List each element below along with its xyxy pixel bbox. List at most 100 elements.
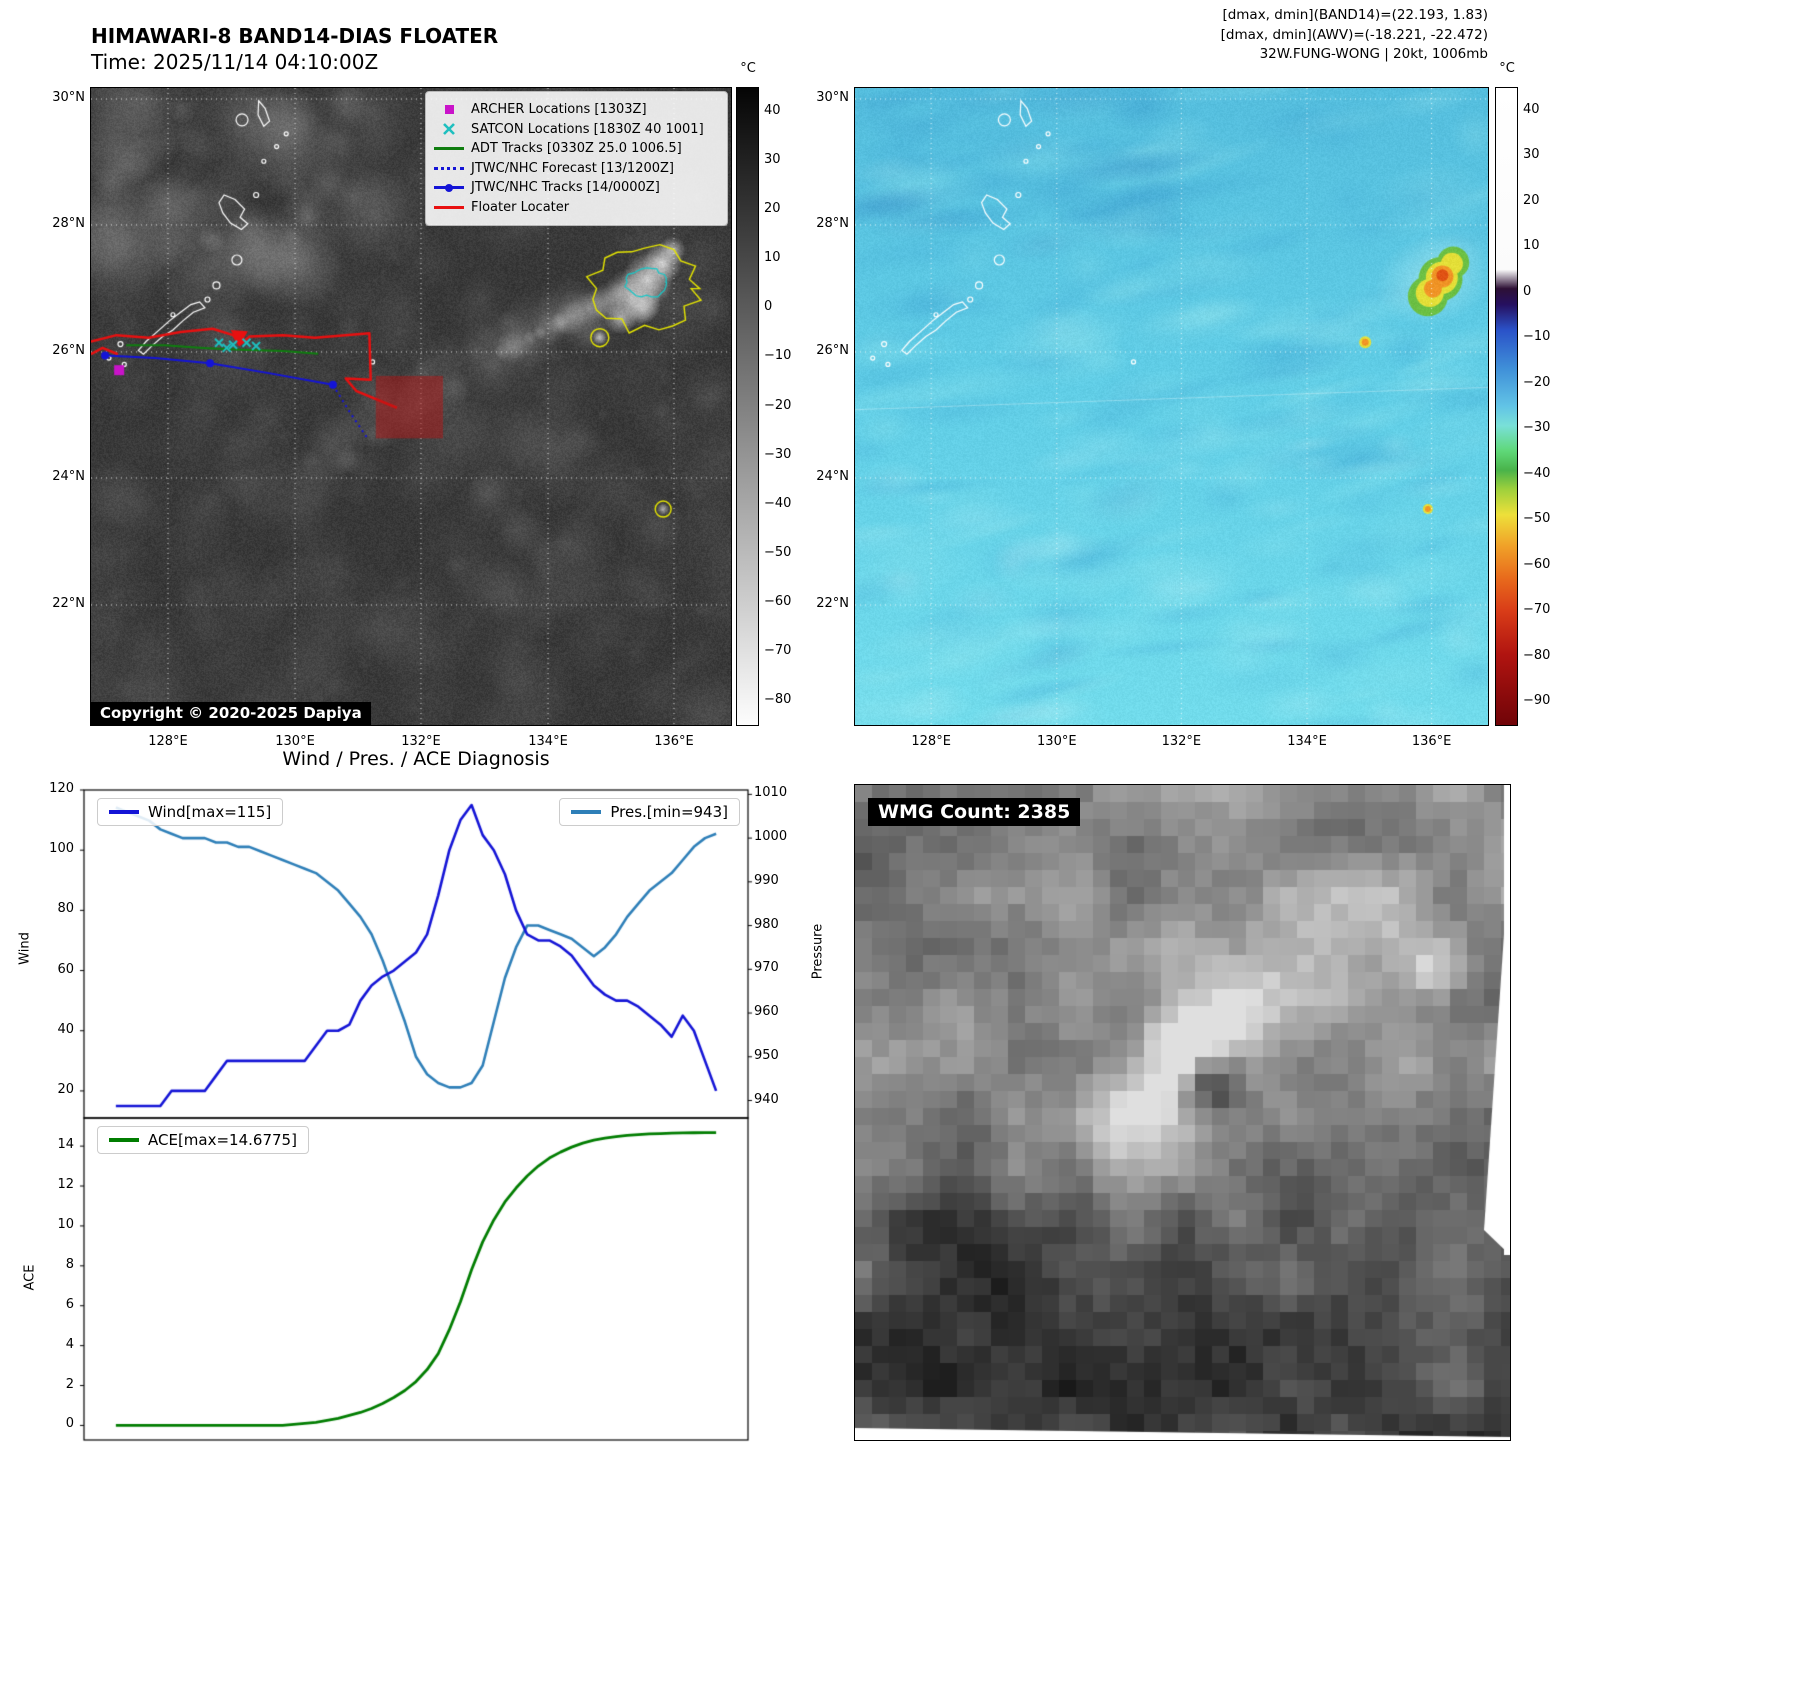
band14-colorbar-tick-label: 30	[764, 152, 781, 168]
band14-colorbar-tick-label: 10	[764, 250, 781, 266]
band14-colorbar-tick-label: −80	[764, 691, 792, 707]
wmg-count-label: WMG Count: 2385	[868, 798, 1081, 826]
lon-tick-label: 136°E	[654, 734, 694, 749]
wind-line-sample-icon	[109, 810, 139, 814]
pressure-ytick-label: 960	[754, 1004, 779, 1020]
wind-ytick-label: 100	[49, 841, 74, 857]
adt-legend-item: ADT Tracks [0330Z 25.0 1006.5]	[434, 139, 719, 159]
lat-tick-label: 28°N	[816, 215, 849, 231]
pressure-ytick-label: 990	[754, 872, 779, 888]
jtwc-track-legend-item: JTWC/NHC Tracks [14/0000Z]	[434, 178, 719, 198]
awv-colorbar-tick-label: −50	[1523, 511, 1551, 527]
ace-ytick-label: 2	[65, 1376, 74, 1392]
ace-ytick-label: 6	[65, 1296, 74, 1312]
forecast-legend-label: JTWC/NHC Forecast [13/1200Z]	[471, 160, 674, 176]
band14-colorbar-unit: °C	[740, 61, 756, 76]
pres-line-sample-icon	[571, 810, 602, 814]
wind-ytick-label: 60	[57, 961, 74, 977]
awv-colorbar-tick-label: −90	[1523, 693, 1551, 709]
jtwc-track-line-icon	[434, 181, 464, 195]
lat-tick-label: 24°N	[816, 468, 849, 484]
awv-colorbar-tick-label: −60	[1523, 556, 1551, 572]
forecast-dotted-line-icon	[434, 161, 464, 175]
band14-colorbar-tick-label: −50	[764, 544, 792, 560]
awv-colorbar	[1495, 87, 1518, 726]
ace-axis-label: ACE	[22, 1264, 38, 1291]
lat-tick-label: 30°N	[816, 90, 849, 106]
lon-tick-label: 132°E	[401, 734, 441, 749]
archer-legend-item: ARCHER Locations [1303Z]	[434, 100, 719, 120]
awv-map	[854, 87, 1489, 726]
wind-legend-label: Wind[max=115]	[148, 803, 272, 821]
pressure-ytick-label: 940	[754, 1091, 779, 1107]
ace-ytick-label: 12	[57, 1177, 74, 1193]
band14-map: ARCHER Locations [1303Z] SATCON Location…	[90, 87, 732, 726]
pressure-ytick-label: 1000	[754, 829, 788, 845]
lat-tick-label: 30°N	[52, 90, 85, 106]
awv-colorbar-tick-label: 20	[1523, 192, 1540, 208]
band14-colorbar-tick-label: −60	[764, 593, 792, 609]
ace-chart-canvas	[76, 1110, 756, 1448]
floater-line-icon	[434, 200, 464, 214]
satcon-legend-label: SATCON Locations [1830Z 40 1001]	[471, 121, 704, 137]
floater-legend-item: Floater Locater	[434, 198, 719, 218]
floater-legend-label: Floater Locater	[471, 199, 570, 215]
ace-legend: ACE[max=14.6775]	[97, 1126, 309, 1154]
wind-ytick-label: 40	[57, 1021, 74, 1037]
awv-colorbar-tick-label: −20	[1523, 374, 1551, 390]
jtwc-track-legend-label: JTWC/NHC Tracks [14/0000Z]	[471, 180, 660, 195]
band14-colorbar-tick-label: 0	[764, 299, 773, 315]
lon-tick-label: 136°E	[1411, 734, 1452, 749]
diagnosis-title: Wind / Pres. / ACE Diagnosis	[282, 748, 550, 770]
pres-legend-label: Pres.[min=943]	[610, 803, 728, 821]
band14-colorbar-tick-label: −40	[764, 495, 792, 511]
archer-square-icon	[434, 103, 464, 117]
wind-ytick-label: 80	[57, 901, 74, 917]
band14-colorbar-tick-label: 40	[764, 103, 781, 119]
band14-time-label: Time: 2025/11/14 04:10:00Z	[91, 50, 379, 74]
awv-header: [dmax, dmin](BAND14)=(22.193, 1.83) [dma…	[900, 6, 1488, 65]
awv-colorbar-tick-label: 10	[1523, 238, 1540, 254]
pressure-ytick-label: 980	[754, 916, 779, 932]
wind-ytick-label: 20	[57, 1081, 74, 1097]
awv-colorbar-tick-label: −30	[1523, 420, 1551, 436]
wmg-image-canvas	[855, 785, 1510, 1440]
lon-tick-label: 134°E	[1287, 734, 1327, 749]
lat-tick-label: 24°N	[52, 468, 85, 484]
wind-ytick-label: 120	[49, 781, 74, 796]
band14-colorbar-tick-label: −20	[764, 397, 792, 413]
awv-colorbar-tick-label: 0	[1523, 283, 1532, 299]
band14-colorbar-tick-label: −30	[764, 446, 792, 462]
awv-colorbar-tick-label: −80	[1523, 647, 1551, 663]
ace-ytick-label: 4	[65, 1336, 74, 1352]
lon-tick-label: 128°E	[911, 734, 951, 749]
awv-colorbar-tick-label: 40	[1523, 101, 1540, 117]
wind-legend: Wind[max=115]	[97, 798, 284, 826]
adt-line-icon	[434, 142, 464, 156]
archer-legend-label: ARCHER Locations [1303Z]	[471, 102, 647, 117]
awv-colorbar-unit: °C	[1499, 61, 1515, 76]
lat-tick-label: 26°N	[816, 342, 849, 358]
lat-tick-label: 22°N	[52, 595, 85, 611]
awv-colorbar-tick-label: −40	[1523, 465, 1551, 481]
forecast-legend-item: JTWC/NHC Forecast [13/1200Z]	[434, 159, 719, 179]
ace-ytick-label: 14	[57, 1137, 74, 1153]
ace-ytick-label: 0	[65, 1416, 74, 1432]
storm-info-line: 32W.FUNG-WONG | 20kt, 1006mb	[1259, 46, 1488, 62]
adt-legend-label: ADT Tracks [0330Z 25.0 1006.5]	[471, 141, 682, 156]
awv-colorbar-tick-label: 30	[1523, 147, 1540, 163]
dmax-dmin-awv-line: [dmax, dmin](AWV)=(-18.221, -22.472)	[1220, 26, 1488, 43]
lon-tick-label: 130°E	[275, 734, 315, 749]
lon-tick-label: 128°E	[148, 734, 188, 749]
lat-tick-label: 26°N	[52, 342, 85, 358]
band14-colorbar-tick-label: 20	[764, 201, 781, 217]
ace-ytick-label: 8	[65, 1256, 74, 1272]
satcon-x-icon	[434, 122, 464, 136]
band14-title: HIMAWARI-8 BAND14-DIAS FLOATER	[91, 24, 499, 48]
wmg-panel: WMG Count: 2385	[854, 784, 1511, 1441]
ace-legend-label: ACE[max=14.6775]	[148, 1131, 297, 1149]
ace-ytick-label: 10	[57, 1216, 74, 1232]
band14-colorbar-tick-label: −10	[764, 348, 792, 364]
lat-tick-label: 28°N	[52, 215, 85, 231]
